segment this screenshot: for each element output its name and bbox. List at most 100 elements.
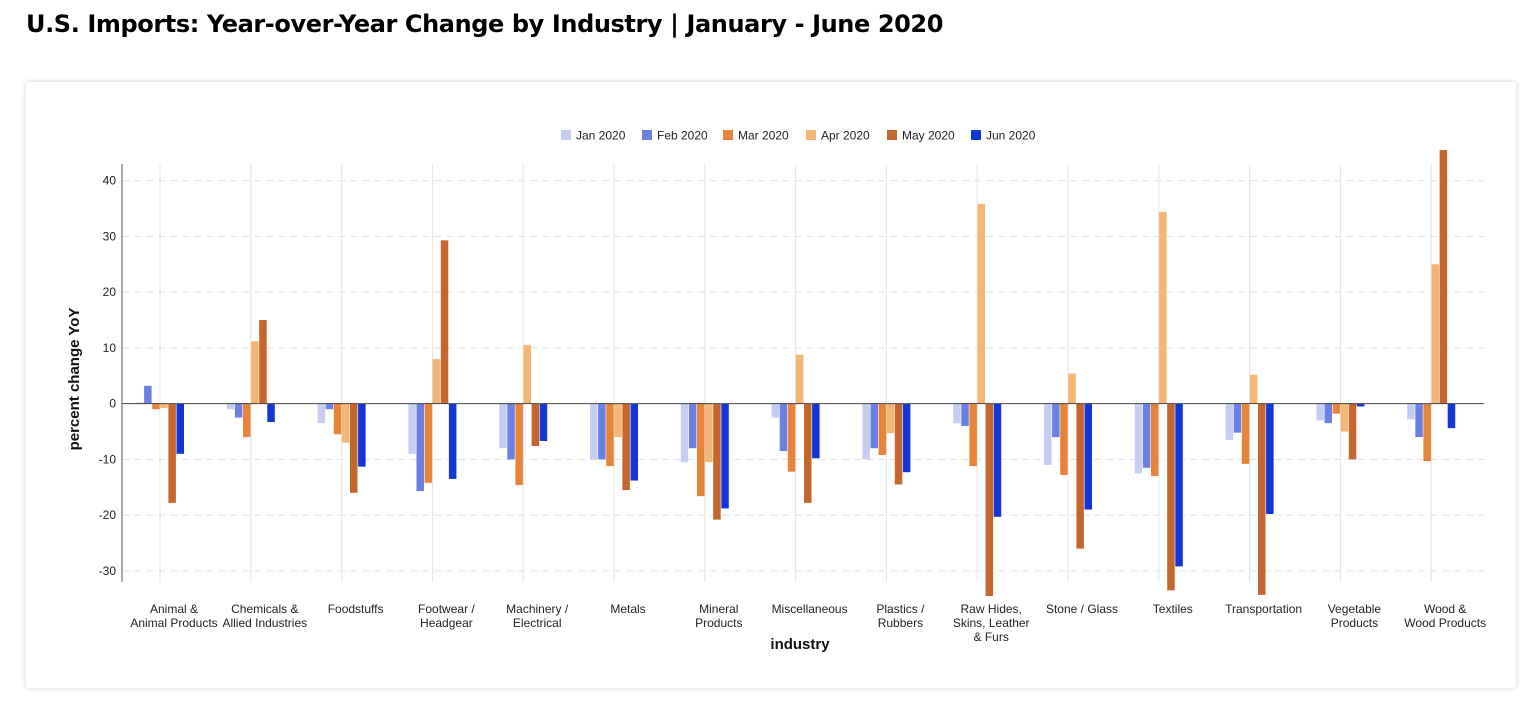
bar[interactable] bbox=[424, 403, 433, 483]
bar[interactable] bbox=[779, 403, 788, 452]
bar[interactable] bbox=[448, 403, 457, 479]
bar[interactable] bbox=[630, 403, 639, 481]
legend-label[interactable]: Jan 2020 bbox=[576, 129, 626, 143]
bar[interactable] bbox=[333, 403, 342, 435]
bar[interactable] bbox=[878, 403, 887, 455]
bar[interactable] bbox=[977, 204, 986, 404]
bar[interactable] bbox=[721, 403, 729, 509]
bar[interactable] bbox=[590, 403, 598, 460]
legend-swatch[interactable] bbox=[806, 130, 816, 140]
bar[interactable] bbox=[894, 403, 903, 485]
bar[interactable] bbox=[1084, 403, 1093, 510]
bar[interactable] bbox=[267, 403, 275, 423]
bar[interactable] bbox=[1332, 403, 1341, 414]
bar[interactable] bbox=[136, 402, 144, 404]
bar[interactable] bbox=[812, 403, 820, 459]
bar[interactable] bbox=[152, 403, 160, 410]
bar[interactable] bbox=[1068, 373, 1076, 404]
bar[interactable] bbox=[1431, 264, 1440, 404]
bar[interactable] bbox=[350, 403, 358, 493]
bar[interactable] bbox=[539, 403, 548, 441]
bar[interactable] bbox=[804, 403, 812, 503]
bar[interactable] bbox=[416, 403, 425, 492]
bar[interactable] bbox=[1076, 403, 1084, 549]
bar[interactable] bbox=[325, 403, 334, 410]
bar[interactable] bbox=[1324, 403, 1333, 424]
bar[interactable] bbox=[795, 354, 804, 404]
bar[interactable] bbox=[1175, 403, 1183, 567]
bar[interactable] bbox=[1241, 403, 1250, 464]
bar[interactable] bbox=[1052, 403, 1060, 438]
bar[interactable] bbox=[317, 403, 326, 424]
bar[interactable] bbox=[160, 403, 168, 409]
bar[interactable] bbox=[688, 403, 697, 449]
bar[interactable] bbox=[1447, 403, 1456, 429]
bar[interactable] bbox=[531, 403, 540, 447]
bar[interactable] bbox=[1356, 403, 1365, 407]
legend-swatch[interactable] bbox=[887, 130, 897, 140]
legend-swatch[interactable] bbox=[561, 130, 571, 140]
legend-label[interactable]: May 2020 bbox=[902, 129, 955, 143]
bar[interactable] bbox=[606, 403, 614, 467]
bar[interactable] bbox=[697, 403, 705, 497]
legend-label[interactable]: Apr 2020 bbox=[821, 129, 870, 143]
bar[interactable] bbox=[251, 341, 259, 404]
bar[interactable] bbox=[787, 403, 796, 472]
bar[interactable] bbox=[1142, 403, 1151, 468]
bar[interactable] bbox=[680, 403, 689, 463]
bar[interactable] bbox=[1348, 403, 1357, 460]
bar[interactable] bbox=[771, 403, 780, 418]
bar[interactable] bbox=[432, 359, 441, 404]
bar[interactable] bbox=[1060, 403, 1068, 475]
legend-label[interactable]: Jun 2020 bbox=[986, 129, 1036, 143]
bar[interactable] bbox=[523, 345, 532, 404]
bar[interactable] bbox=[622, 403, 630, 491]
bar[interactable] bbox=[1233, 403, 1242, 433]
bar[interactable] bbox=[1415, 403, 1423, 438]
bar[interactable] bbox=[243, 403, 251, 438]
bar[interactable] bbox=[705, 403, 713, 463]
legend-label[interactable]: Feb 2020 bbox=[657, 129, 708, 143]
bar[interactable] bbox=[358, 403, 366, 467]
bar[interactable] bbox=[1423, 403, 1431, 462]
bar[interactable] bbox=[598, 403, 606, 460]
bar[interactable] bbox=[870, 403, 879, 449]
bar[interactable] bbox=[499, 403, 507, 449]
bar[interactable] bbox=[168, 403, 176, 503]
bar[interactable] bbox=[1340, 403, 1349, 432]
bar[interactable] bbox=[234, 403, 243, 418]
bar[interactable] bbox=[886, 403, 895, 434]
bar[interactable] bbox=[969, 403, 977, 467]
bar[interactable] bbox=[961, 403, 969, 426]
bar[interactable] bbox=[1249, 374, 1258, 404]
bar[interactable] bbox=[1266, 403, 1274, 515]
bar[interactable] bbox=[408, 403, 416, 454]
bar[interactable] bbox=[993, 403, 1002, 517]
bar[interactable] bbox=[713, 403, 721, 520]
bar[interactable] bbox=[176, 403, 185, 454]
bar[interactable] bbox=[226, 403, 235, 410]
bar[interactable] bbox=[985, 403, 994, 596]
bar[interactable] bbox=[614, 403, 622, 438]
bar[interactable] bbox=[1258, 403, 1266, 595]
bar[interactable] bbox=[1151, 403, 1159, 477]
bar[interactable] bbox=[902, 403, 911, 473]
legend-swatch[interactable] bbox=[642, 130, 652, 140]
bar[interactable] bbox=[259, 320, 267, 404]
bar[interactable] bbox=[1159, 211, 1167, 404]
bar[interactable] bbox=[1044, 403, 1052, 465]
bar[interactable] bbox=[515, 403, 523, 486]
bar[interactable] bbox=[953, 403, 961, 424]
legend-label[interactable]: Mar 2020 bbox=[738, 129, 789, 143]
bar[interactable] bbox=[144, 385, 152, 404]
bar[interactable] bbox=[341, 403, 350, 443]
bar[interactable] bbox=[1225, 403, 1234, 440]
bar[interactable] bbox=[1439, 150, 1448, 404]
legend-swatch[interactable] bbox=[971, 130, 981, 140]
bar[interactable] bbox=[507, 403, 515, 460]
bar[interactable] bbox=[1167, 403, 1175, 591]
bar[interactable] bbox=[1407, 403, 1415, 420]
bar[interactable] bbox=[1316, 403, 1324, 421]
bar[interactable] bbox=[862, 403, 870, 460]
bar[interactable] bbox=[440, 240, 449, 404]
